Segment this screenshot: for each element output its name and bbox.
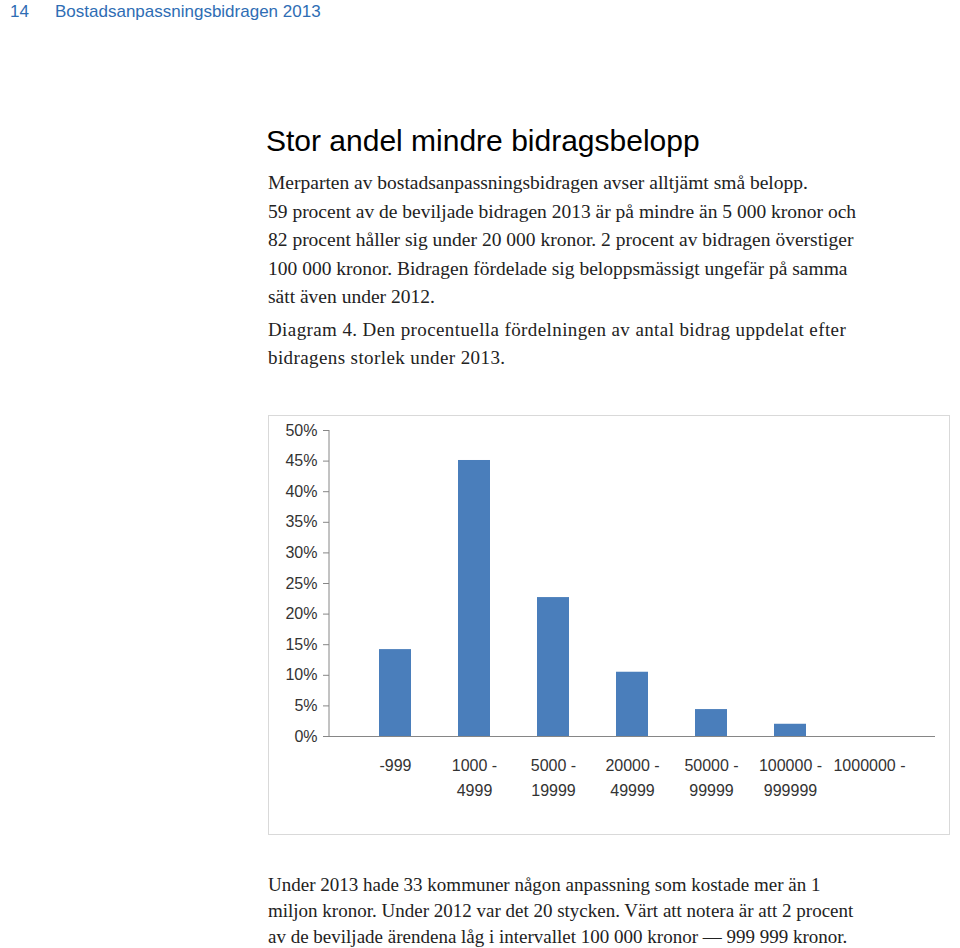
html-text:Stor andel mindre bidragsbelop: Stor andel mindre bidragsbelopp (266, 124, 700, 157)
svg-text:-999: -999 (379, 757, 411, 774)
svg-text:1000 -4999: 1000 -4999 (452, 757, 497, 800)
html-text:bidragens storlek under 2013.: bidragens storlek under 2013. (268, 347, 506, 368)
html-text:av de beviljade ärendena låg i: av de beviljade ärendena låg i intervall… (268, 926, 848, 947)
html-text:14: 14 (10, 2, 29, 21)
svg-text:5000 -19999: 5000 -19999 (531, 757, 576, 800)
html-text:Diagram 4. Den procentuella fö: Diagram 4. Den procentuella fördelningen… (268, 319, 847, 340)
svg-text:40%: 40% (285, 483, 317, 500)
svg-text:10%: 10% (285, 666, 317, 683)
svg-text:5%: 5% (294, 697, 317, 714)
svg-text:20000 -49999: 20000 -49999 (605, 757, 659, 800)
svg-text:0%: 0% (294, 728, 317, 745)
svg-text:100000 -999999: 100000 -999999 (759, 757, 822, 800)
svg-text:20%: 20% (285, 605, 317, 622)
html-text:59 procent av de beviljade bid: 59 procent av de beviljade bidragen 2013… (268, 200, 857, 222)
html-text:82 procent håller sig under 20: 82 procent håller sig under 20 000 krono… (268, 229, 854, 250)
html-text:Merparten av bostadsanpassning: Merparten av bostadsanpassningsbidragen … (268, 172, 808, 193)
html-text:sätt även under 2012.: sätt även under 2012. (268, 286, 435, 307)
html-text:100 000 kronor. Bidragen förde: 100 000 kronor. Bidragen fördelade sig b… (268, 257, 848, 279)
svg-text:35%: 35% (285, 513, 317, 530)
svg-text:30%: 30% (285, 544, 317, 561)
svg-text:50%: 50% (285, 422, 317, 439)
svg-text:15%: 15% (285, 636, 317, 653)
html-text:miljon kronor. Under 2012 var: miljon kronor. Under 2012 var det 20 sty… (268, 900, 854, 921)
html-text:Under 2013 hade 33 kommuner nå: Under 2013 hade 33 kommuner någon anpass… (268, 874, 821, 895)
html-text:Bostadsanpassningsbidragen 201: Bostadsanpassningsbidragen 2013 (55, 2, 321, 21)
svg-text:45%: 45% (285, 452, 317, 469)
svg-text:1000000 -: 1000000 - (833, 757, 905, 774)
svg-text:25%: 25% (285, 575, 317, 592)
svg-text:50000 -99999: 50000 -99999 (684, 757, 738, 800)
